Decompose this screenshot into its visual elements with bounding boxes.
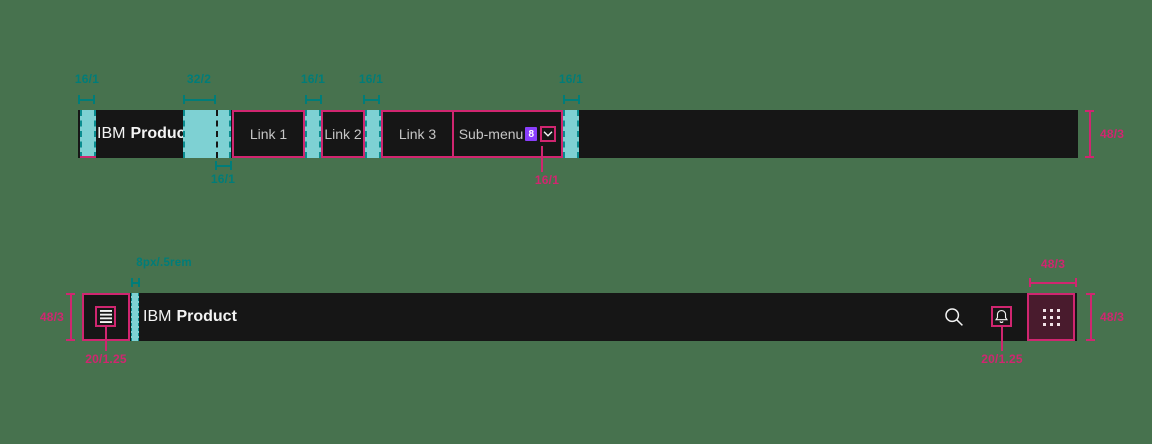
annotation-bottom-brand-gap: 8px/.5rem	[136, 257, 192, 269]
measure-beam-end-spacer	[563, 95, 580, 104]
annotation-link-gap-1: 16/1	[300, 72, 326, 86]
annotation-top-bar-height: 48/3	[1100, 127, 1125, 141]
measure-beam-top-bar-height	[1085, 110, 1094, 158]
measure-beam-switcher-width	[1029, 278, 1077, 287]
spacer-end-16	[563, 110, 579, 158]
brand-prefix: IBM	[143, 308, 172, 325]
leader-chevron-size	[541, 146, 543, 172]
measure-beam-bottom-brand-gap	[131, 278, 140, 287]
nav-link-3[interactable]: Link 3	[381, 110, 454, 158]
spacer-links-1	[305, 110, 321, 158]
nav-link-2[interactable]: Link 2	[321, 110, 365, 158]
search-button[interactable]	[930, 293, 978, 341]
bell-icon-measure-box	[991, 306, 1012, 327]
measure-beam-left-spacer	[78, 95, 95, 104]
top-brand[interactable]: IBM Product	[97, 110, 191, 158]
nav-submenu[interactable]: Sub-menu 8	[452, 110, 563, 158]
bottom-brand[interactable]: IBM Product	[143, 293, 237, 341]
brand-name: Product	[176, 308, 237, 325]
measure-beam-brand-gap	[183, 95, 216, 104]
submenu-count-badge: 8	[525, 127, 538, 141]
leader-menu-icon-size	[105, 327, 107, 351]
annotation-menu-icon-size: 20/1.25	[85, 352, 127, 366]
measure-beam-brand-gap-inner	[215, 161, 232, 170]
app-switcher-button[interactable]	[1027, 293, 1075, 341]
bell-icon	[994, 309, 1009, 323]
nav-link-3-label: Link 3	[398, 126, 437, 142]
nav-link-1[interactable]: Link 1	[232, 110, 305, 158]
annotation-bottom-bar-height-right: 48/3	[1100, 310, 1125, 324]
annotation-brand-gap: 32/2	[186, 72, 212, 86]
bottom-header-bar: IBM Product	[82, 293, 1077, 341]
spacer-gap-divider	[216, 110, 218, 158]
annotation-switcher-width: 48/3	[1040, 257, 1066, 271]
top-header-bar: IBM Product Link 1 Link 2 Link 3 Sub-menu…	[78, 110, 1078, 158]
measure-beam-bottom-bar-height-left	[66, 293, 75, 341]
nav-submenu-label: Sub-menu	[458, 126, 524, 142]
app-switcher-grid-icon	[1042, 308, 1060, 326]
annotation-left-spacer: 16/1	[74, 72, 100, 86]
brand-name: Product	[130, 125, 191, 142]
spacer-left-16	[80, 110, 96, 158]
spacer-menu-brand-8	[131, 293, 139, 341]
nav-link-2-label: Link 2	[324, 126, 362, 142]
annotation-bell-icon-size: 20/1.25	[981, 352, 1023, 366]
leader-bell-icon-size	[1001, 327, 1003, 351]
annotation-chevron-size: 16/1	[534, 173, 560, 187]
search-icon	[945, 308, 963, 326]
hamburger-menu-icon	[99, 310, 112, 323]
measure-beam-link-gap-2	[363, 95, 380, 104]
annotation-link-gap-2: 16/1	[358, 72, 384, 86]
brand-prefix: IBM	[97, 125, 126, 142]
menu-icon-measure-box	[95, 306, 116, 327]
notifications-button[interactable]	[978, 293, 1026, 341]
spacer-brand-gap-48	[183, 110, 231, 158]
nav-link-1-label: Link 1	[249, 126, 288, 142]
annotation-bottom-bar-height-left: 48/3	[39, 310, 64, 324]
measure-beam-bottom-bar-height-right	[1086, 293, 1095, 341]
spacer-links-2	[365, 110, 381, 158]
annotation-end-spacer: 16/1	[558, 72, 584, 86]
annotation-brand-gap-inner: 16/1	[210, 172, 236, 186]
measure-beam-link-gap-1	[305, 95, 322, 104]
chevron-down-icon	[543, 131, 553, 137]
submenu-chevron-target[interactable]	[540, 126, 557, 142]
